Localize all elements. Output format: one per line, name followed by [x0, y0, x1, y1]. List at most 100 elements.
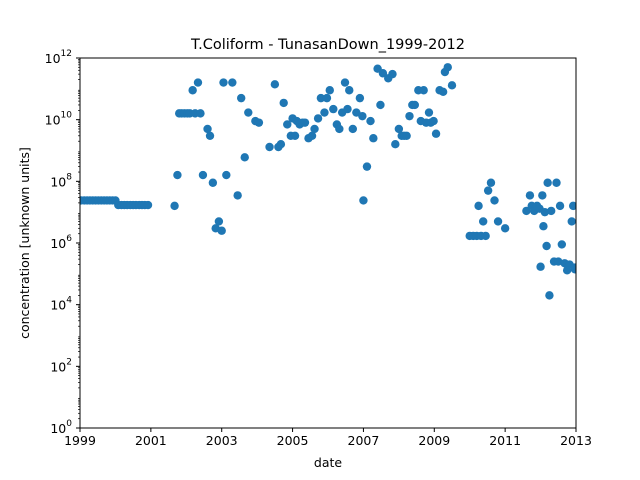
- data-point: [366, 116, 375, 126]
- y-tick-base: 10: [50, 236, 66, 251]
- y-tick-base: 10: [50, 174, 66, 189]
- data-point: [486, 178, 496, 187]
- data-point: [300, 118, 310, 127]
- data-point: [545, 291, 554, 300]
- y-tick-label: 104: [50, 296, 72, 313]
- data-point: [570, 263, 576, 272]
- data-point: [543, 178, 552, 187]
- data-point: [244, 108, 253, 117]
- data-point: [358, 111, 367, 121]
- data-point: [329, 104, 338, 114]
- data-point: [369, 134, 378, 143]
- data-point: [316, 93, 326, 103]
- y-tick-base: 10: [50, 359, 66, 374]
- data-point: [196, 109, 205, 118]
- data-point: [214, 217, 224, 226]
- data-point: [208, 178, 218, 187]
- data-point: [402, 131, 411, 140]
- x-tick-label: 2009: [418, 433, 450, 448]
- data-point: [447, 81, 457, 90]
- data-points: [80, 63, 576, 300]
- y-tick-base: 10: [50, 298, 66, 313]
- x-tick-label: 1999: [64, 433, 96, 448]
- y-tick-base: 10: [45, 113, 61, 128]
- y-tick-exponent: 2: [66, 357, 72, 367]
- data-point: [188, 86, 197, 95]
- y-tick-exponent: 8: [66, 172, 72, 182]
- data-point: [193, 78, 203, 87]
- y-tick-base: 10: [50, 421, 66, 436]
- data-point: [443, 63, 452, 72]
- y-axis-label: concentration [unknown units]: [17, 147, 32, 339]
- data-point: [276, 140, 286, 149]
- data-point: [310, 124, 319, 134]
- y-tick-label: 1010: [45, 111, 73, 128]
- data-point: [313, 114, 323, 123]
- y-tick-label: 100: [50, 419, 72, 436]
- chart-title: T.Coliform - TunasanDown_1999-2012: [190, 37, 465, 53]
- data-point: [483, 186, 493, 195]
- y-tick-exponent: 12: [61, 49, 72, 59]
- data-point: [170, 201, 179, 211]
- data-point: [522, 206, 531, 216]
- data-point: [279, 98, 288, 108]
- y-tick-base: 10: [45, 51, 61, 66]
- data-point: [362, 162, 372, 171]
- data-point: [198, 170, 208, 180]
- data-point: [345, 86, 354, 95]
- data-point: [431, 129, 441, 138]
- data-point: [283, 120, 292, 129]
- data-point: [568, 201, 576, 211]
- data-point: [555, 201, 565, 211]
- data-point: [173, 170, 182, 180]
- data-point: [478, 217, 488, 226]
- y-tick-exponent: 6: [66, 234, 72, 244]
- y-tick-exponent: 4: [66, 296, 72, 306]
- data-point: [217, 226, 226, 235]
- data-point: [493, 217, 503, 226]
- data-point: [500, 224, 510, 233]
- data-point: [542, 241, 551, 251]
- y-tick-label: 108: [50, 172, 72, 189]
- data-point: [352, 108, 361, 117]
- data-point: [254, 118, 264, 127]
- data-point: [538, 191, 547, 200]
- data-point: [539, 222, 548, 231]
- data-point: [290, 131, 300, 140]
- data-point: [394, 124, 404, 134]
- data-point: [557, 240, 567, 249]
- data-point: [376, 100, 385, 110]
- data-point: [359, 196, 368, 205]
- y-tick-exponent: 10: [61, 111, 73, 121]
- data-point: [490, 196, 499, 205]
- data-point: [405, 111, 414, 121]
- data-point: [567, 217, 576, 226]
- data-point: [237, 93, 246, 103]
- data-point: [424, 108, 434, 117]
- data-point: [343, 104, 352, 114]
- y-tick-exponent: 0: [66, 419, 72, 429]
- data-point: [552, 178, 561, 187]
- data-point: [547, 206, 556, 216]
- x-tick-label: 2005: [277, 433, 309, 448]
- data-point: [410, 100, 419, 110]
- data-point: [536, 262, 545, 271]
- data-point: [325, 86, 334, 95]
- y-tick-label: 102: [50, 357, 72, 374]
- data-point: [554, 257, 563, 266]
- x-axis: 1999 2001 2003 2005 2007 2009 2011 2013: [64, 428, 592, 448]
- x-tick-label: 2011: [489, 433, 521, 448]
- data-point: [355, 93, 365, 103]
- x-tick-label: 2007: [348, 433, 380, 448]
- data-point: [419, 86, 428, 95]
- data-point: [265, 142, 274, 152]
- data-point: [340, 78, 350, 87]
- data-point: [205, 131, 215, 140]
- data-point: [540, 207, 550, 217]
- x-tick-label: 2003: [206, 433, 238, 448]
- x-tick-label: 2013: [560, 433, 592, 448]
- data-point: [335, 124, 344, 134]
